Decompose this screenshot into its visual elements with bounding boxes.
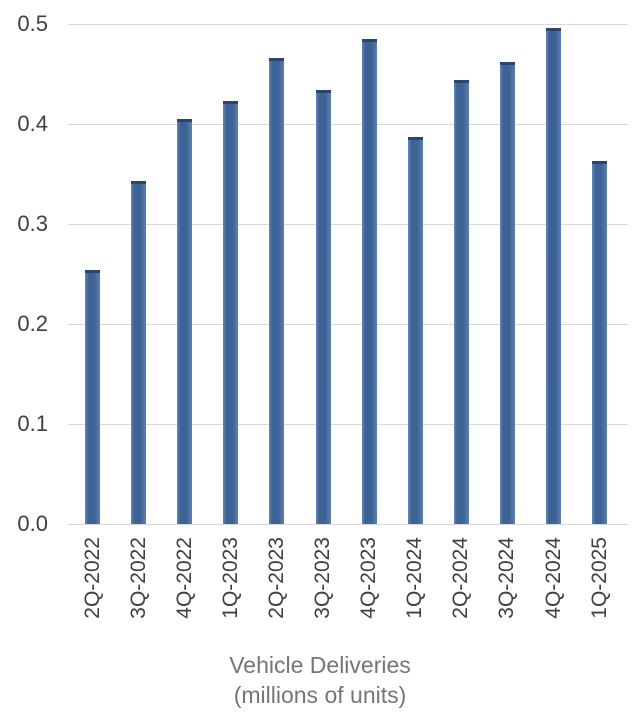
- x-tick-label-1Q-2025: 1Q-2025: [587, 537, 611, 619]
- x-tick-label-2Q-2023: 2Q-2023: [264, 537, 288, 619]
- gridline-0.5: [68, 24, 628, 25]
- bar-4Q-2024: [546, 28, 561, 524]
- y-tick-label-0.3: 0.3: [17, 211, 48, 236]
- y-tick-label-0.2: 0.2: [17, 311, 48, 336]
- y-tick-label-0.0: 0.0: [17, 511, 48, 536]
- chart-title-line1: Vehicle Deliveries: [229, 652, 411, 678]
- chart-title-line2: (millions of units): [233, 682, 407, 708]
- x-tick-label-4Q-2023: 4Q-2023: [357, 537, 381, 619]
- x-tick-label-2Q-2022: 2Q-2022: [80, 537, 104, 619]
- y-tick-label-0.5: 0.5: [17, 11, 48, 36]
- bar-4Q-2022: [177, 119, 193, 524]
- x-tick-label-1Q-2023: 1Q-2023: [218, 537, 242, 619]
- x-tick-label-3Q-2024: 3Q-2024: [495, 537, 519, 619]
- bar-4Q-2023: [361, 39, 377, 524]
- x-tick-label-4Q-2024: 4Q-2024: [541, 537, 565, 619]
- bar-3Q-2022: [131, 181, 147, 524]
- gridline-0.1: [68, 424, 628, 425]
- bar-3Q-2024: [499, 62, 515, 524]
- bar-2Q-2023: [269, 58, 285, 524]
- x-tick-label-1Q-2024: 1Q-2024: [403, 537, 427, 619]
- plot-area: [68, 24, 628, 525]
- bar-2Q-2024: [453, 80, 469, 524]
- gridline-0.3: [68, 224, 628, 225]
- chart-title: Vehicle Deliveries (millions of units): [0, 650, 640, 710]
- gridline-0.2: [68, 324, 628, 325]
- gridline-0.0: [68, 524, 628, 525]
- bar-1Q-2025: [592, 161, 608, 524]
- x-tick-label-3Q-2023: 3Q-2023: [311, 537, 334, 619]
- y-tick-label-0.4: 0.4: [17, 111, 48, 136]
- x-tick-label-3Q-2022: 3Q-2022: [126, 537, 150, 619]
- gridline-0.4: [68, 124, 628, 125]
- bar-1Q-2024: [407, 137, 423, 524]
- bar-2Q-2022: [85, 270, 100, 524]
- x-tick-label-4Q-2022: 4Q-2022: [172, 537, 196, 619]
- y-tick-label-0.1: 0.1: [17, 411, 48, 436]
- x-tick-label-2Q-2024: 2Q-2024: [449, 537, 473, 619]
- bar-3Q-2023: [315, 90, 331, 524]
- bar-1Q-2023: [223, 101, 239, 524]
